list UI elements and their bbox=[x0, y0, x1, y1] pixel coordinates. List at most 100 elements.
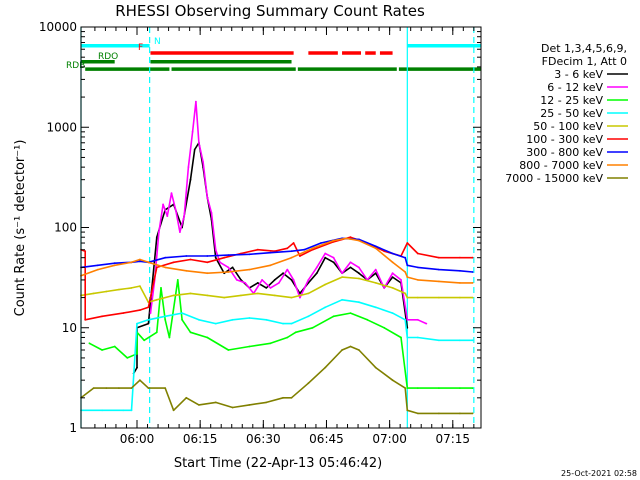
data-point bbox=[400, 336, 402, 339]
data-point bbox=[164, 315, 167, 318]
x-tick-label: 06:30 bbox=[246, 432, 281, 446]
series-300-800-kev bbox=[80, 237, 474, 273]
data-point bbox=[193, 148, 196, 151]
data-point bbox=[404, 292, 407, 295]
data-point bbox=[290, 322, 293, 325]
data-point bbox=[166, 215, 169, 218]
data-point bbox=[147, 387, 150, 389]
data-point bbox=[130, 287, 133, 289]
data-point bbox=[269, 342, 272, 345]
legend-label-3-6-kev: 3 - 6 keV bbox=[554, 68, 603, 81]
data-point bbox=[406, 242, 409, 244]
data-point bbox=[292, 242, 295, 244]
data-point bbox=[341, 272, 343, 275]
y-tick-label: 100 bbox=[54, 221, 77, 235]
data-point bbox=[416, 387, 419, 389]
data-point bbox=[185, 255, 188, 257]
data-point bbox=[391, 312, 394, 314]
data-point bbox=[155, 298, 158, 301]
data-point bbox=[404, 271, 407, 273]
legend-label-25-50-kev: 25 - 50 keV bbox=[540, 107, 603, 120]
data-point bbox=[438, 296, 440, 299]
data-point bbox=[416, 412, 419, 415]
data-point bbox=[155, 266, 158, 269]
data-point bbox=[179, 231, 181, 234]
series-layer bbox=[80, 100, 474, 415]
series-25-50-kev bbox=[80, 298, 474, 412]
data-point bbox=[84, 318, 87, 321]
data-point bbox=[315, 272, 318, 275]
data-point bbox=[244, 282, 247, 284]
data-point bbox=[286, 247, 289, 250]
data-point bbox=[332, 256, 335, 259]
data-point bbox=[130, 387, 133, 389]
data-point bbox=[147, 318, 150, 321]
data-point bbox=[416, 296, 419, 299]
data-point bbox=[374, 282, 377, 284]
data-point bbox=[406, 264, 409, 267]
legend-label-12-25-kev: 12 - 25 keV bbox=[540, 94, 603, 107]
data-point bbox=[227, 254, 230, 256]
data-point bbox=[139, 309, 141, 311]
data-point bbox=[113, 264, 116, 267]
data-point bbox=[471, 339, 474, 342]
data-point bbox=[307, 315, 310, 318]
data-point bbox=[181, 312, 184, 314]
data-point bbox=[459, 412, 461, 415]
data-point bbox=[101, 409, 103, 412]
data-point bbox=[189, 258, 192, 261]
data-point bbox=[391, 252, 394, 255]
series-line-6-12-kev bbox=[149, 100, 427, 325]
x-tick-label: 07:15 bbox=[435, 432, 470, 446]
data-point bbox=[248, 317, 251, 319]
data-point bbox=[113, 345, 116, 348]
data-point bbox=[147, 322, 150, 325]
y-tick-label: 10 bbox=[62, 321, 77, 335]
data-point bbox=[290, 250, 293, 253]
series-line-7000-15000-kev bbox=[80, 345, 473, 415]
data-point bbox=[341, 298, 343, 301]
data-point bbox=[438, 268, 440, 271]
flag-label-rdo: RDO bbox=[98, 52, 118, 62]
data-point bbox=[391, 272, 394, 275]
y-tick-label: 10000 bbox=[39, 20, 77, 34]
data-point bbox=[176, 279, 179, 281]
data-point bbox=[471, 256, 474, 259]
data-point bbox=[269, 251, 272, 254]
data-point bbox=[223, 256, 226, 259]
data-point bbox=[459, 282, 461, 284]
data-point bbox=[206, 294, 209, 297]
data-point bbox=[391, 276, 394, 278]
data-point bbox=[206, 336, 209, 339]
legend-label-800-7000-kev: 800 - 7000 keV bbox=[519, 159, 603, 172]
data-point bbox=[164, 387, 167, 389]
data-point bbox=[406, 387, 409, 389]
data-point bbox=[185, 269, 188, 272]
data-point bbox=[206, 255, 209, 257]
data-point bbox=[299, 292, 301, 295]
data-point bbox=[290, 279, 293, 281]
data-point bbox=[374, 366, 377, 369]
data-point bbox=[181, 318, 184, 321]
data-point bbox=[248, 253, 251, 256]
series-line-300-800-kev bbox=[80, 237, 473, 273]
data-point bbox=[147, 306, 150, 309]
data-point bbox=[404, 387, 407, 389]
data-point bbox=[88, 342, 91, 345]
data-point bbox=[391, 261, 394, 264]
data-point bbox=[332, 239, 335, 242]
data-point bbox=[471, 271, 474, 273]
data-point bbox=[214, 401, 217, 404]
data-point bbox=[172, 409, 175, 412]
legend: Det 1,3,4,5,6,9,FDecim 1, Att 03 - 6 keV… bbox=[505, 42, 628, 185]
data-point bbox=[299, 296, 301, 299]
data-point bbox=[358, 239, 360, 242]
vertical-markers bbox=[80, 27, 475, 428]
y-axis-label: Count Rate (s⁻¹ detector⁻¹) bbox=[13, 140, 28, 317]
data-point bbox=[311, 247, 314, 250]
data-point bbox=[400, 279, 402, 281]
data-point bbox=[214, 322, 217, 325]
data-point bbox=[147, 261, 150, 264]
data-point bbox=[198, 404, 200, 406]
data-point bbox=[139, 260, 141, 263]
